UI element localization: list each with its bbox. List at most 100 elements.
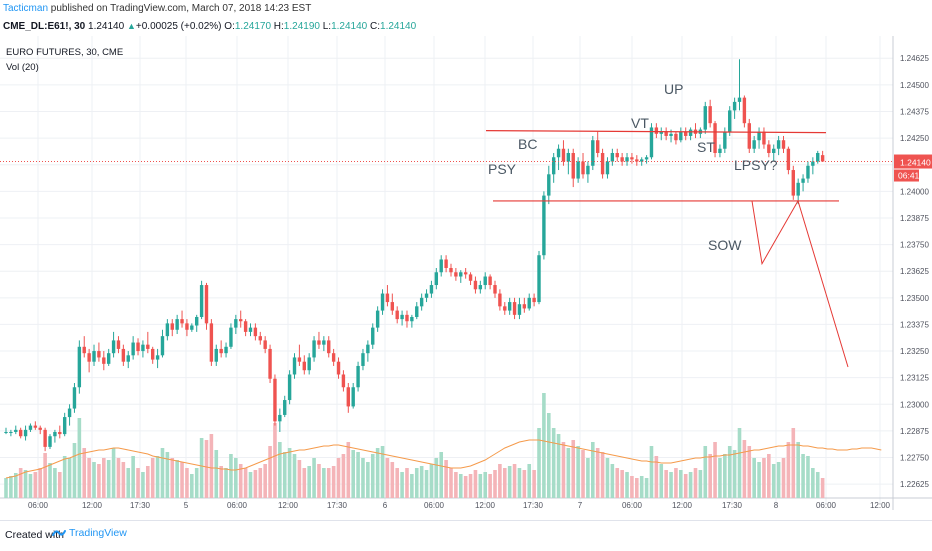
candle-body bbox=[674, 133, 678, 141]
volume-bar bbox=[48, 463, 52, 498]
volume-bar bbox=[635, 478, 639, 498]
volume-bar bbox=[126, 468, 131, 498]
candle-body bbox=[111, 340, 116, 354]
volume-bar bbox=[253, 470, 258, 498]
volume-bar bbox=[630, 476, 634, 498]
author-link[interactable]: Tacticman bbox=[3, 3, 49, 14]
annotation-sow: SOW bbox=[708, 237, 742, 253]
volume-bar bbox=[507, 466, 512, 498]
candle-body bbox=[273, 378, 277, 422]
volume-bar bbox=[659, 464, 664, 498]
projection-path bbox=[751, 199, 849, 368]
symbol-label[interactable]: CME_DL:E61!, 30 bbox=[3, 21, 86, 32]
volume-bar bbox=[385, 458, 390, 498]
tradingview-logo[interactable]: TradingView bbox=[52, 527, 127, 539]
volume-bar bbox=[336, 458, 341, 498]
volume-bar bbox=[449, 468, 453, 498]
x-tick-label: 17:30 bbox=[130, 501, 151, 510]
candle-body bbox=[419, 297, 424, 307]
candle-body bbox=[547, 174, 551, 196]
high-label: H: bbox=[273, 21, 284, 32]
volume-bar bbox=[546, 413, 551, 498]
candle-body bbox=[806, 165, 810, 179]
tradingview-icon bbox=[52, 530, 66, 537]
candle-body bbox=[762, 131, 766, 145]
x-tick-label: 06:00 bbox=[227, 501, 248, 510]
volume-bar bbox=[351, 450, 355, 498]
candle-body bbox=[522, 304, 527, 309]
volume-bar bbox=[4, 478, 8, 498]
candle-body bbox=[121, 348, 126, 362]
volume-bar bbox=[33, 472, 38, 498]
volume-bar bbox=[53, 468, 57, 498]
created-with-text: Created with bbox=[5, 529, 64, 541]
candle-body bbox=[820, 155, 825, 162]
volume-bar bbox=[23, 470, 28, 498]
volume-bar bbox=[791, 428, 796, 498]
countdown-tag-text: 06:41 bbox=[898, 171, 920, 181]
volume-bar bbox=[742, 440, 747, 498]
volume-bar bbox=[781, 458, 786, 498]
candle-body bbox=[9, 431, 13, 433]
candle-body bbox=[170, 323, 174, 330]
candle-body bbox=[595, 140, 600, 153]
candle-body bbox=[331, 353, 336, 362]
candle-body bbox=[356, 365, 360, 388]
price-chart[interactable]: 1.246251.245001.243751.242501.241251.240… bbox=[0, 36, 932, 520]
candle-body bbox=[341, 374, 346, 388]
y-tick-label: 1.24375 bbox=[900, 107, 929, 116]
candle-body bbox=[703, 106, 707, 130]
candle-body bbox=[776, 140, 781, 149]
volume-bars bbox=[4, 393, 825, 498]
footer-bar: Created with TradingView bbox=[0, 520, 932, 551]
candle-body bbox=[429, 285, 434, 294]
volume-bar bbox=[400, 472, 404, 498]
annotation-lpsy: LPSY? bbox=[734, 157, 778, 173]
volume-bar bbox=[478, 474, 483, 498]
grid-lines bbox=[0, 36, 893, 504]
volume-bar bbox=[287, 448, 292, 498]
volume-bar bbox=[737, 428, 742, 498]
candle-body bbox=[278, 414, 282, 422]
candle-body bbox=[155, 355, 160, 360]
x-tick-label: 12:00 bbox=[278, 501, 299, 510]
volume-bar bbox=[170, 458, 175, 498]
volume-bar bbox=[258, 468, 263, 498]
last-price-tag-text: 1.24140 bbox=[900, 158, 931, 168]
candle-body bbox=[336, 361, 341, 375]
candle-body bbox=[258, 336, 262, 341]
candle-body bbox=[630, 157, 634, 160]
candle-body bbox=[48, 436, 52, 447]
volume-bar bbox=[488, 474, 492, 498]
candle-body bbox=[718, 148, 722, 153]
y-tick-label: 1.23500 bbox=[900, 294, 929, 303]
volume-label: Vol (20) bbox=[6, 62, 39, 73]
candle-body bbox=[219, 348, 223, 354]
volume-bar bbox=[243, 468, 248, 498]
volume-bar bbox=[155, 456, 160, 498]
chart-title: EURO FUTURES, 30, CME bbox=[6, 47, 123, 58]
volume-bar bbox=[811, 468, 815, 498]
volume-bar bbox=[595, 448, 600, 498]
candle-body bbox=[175, 319, 179, 330]
low-label: L: bbox=[322, 21, 332, 32]
candle-body bbox=[752, 140, 756, 149]
candle-body bbox=[791, 170, 795, 196]
volume-bar bbox=[664, 470, 668, 498]
volume-bar bbox=[620, 470, 624, 498]
candle-body bbox=[410, 316, 414, 322]
candle-body bbox=[781, 140, 786, 149]
x-tick-label: 06:00 bbox=[622, 501, 643, 510]
candle-body bbox=[283, 400, 287, 415]
volume-bar bbox=[747, 446, 752, 498]
candle-body bbox=[561, 148, 566, 162]
volume-bar bbox=[150, 458, 155, 498]
volume-bar bbox=[375, 448, 380, 498]
volume-bar bbox=[522, 470, 527, 498]
chart-header: Tacticman published on TradingView.com, … bbox=[0, 0, 932, 36]
volume-bar bbox=[331, 466, 336, 498]
candle-body bbox=[195, 316, 199, 326]
volume-bar bbox=[532, 470, 536, 498]
candle-body bbox=[287, 374, 292, 401]
candle-body bbox=[493, 285, 497, 294]
